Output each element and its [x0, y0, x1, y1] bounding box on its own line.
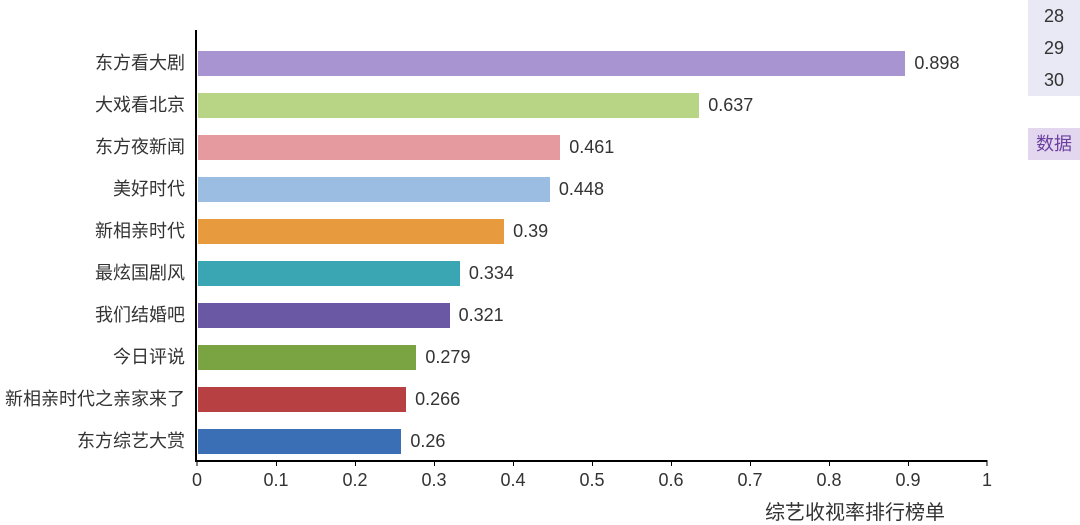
- category-label: 最炫国剧风: [95, 260, 197, 287]
- x-tick: 0.2: [342, 460, 367, 491]
- side-cell[interactable]: 28: [1028, 0, 1080, 32]
- x-tick-label: 0.6: [658, 466, 683, 491]
- bar-value-label: 0.279: [417, 344, 470, 371]
- bar-value-label: 0.266: [407, 386, 460, 413]
- x-tick-label: 0.8: [816, 466, 841, 491]
- x-tick: 0.6: [658, 460, 683, 491]
- x-tick: 0.5: [579, 460, 604, 491]
- bar-row: 0.39新相亲时代: [197, 218, 987, 245]
- bar-row: 0.448美好时代: [197, 176, 987, 203]
- category-label: 东方看大剧: [95, 50, 197, 77]
- x-tick: 0.9: [895, 460, 920, 491]
- x-tick-label: 0.1: [263, 466, 288, 491]
- x-tick: 0.4: [500, 460, 525, 491]
- side-panel: 282930 数据: [1028, 0, 1080, 160]
- bar-row: 0.898东方看大剧: [197, 50, 987, 77]
- x-tick: 0: [192, 460, 202, 491]
- x-tick: 0.8: [816, 460, 841, 491]
- bar: [197, 134, 561, 161]
- bar-value-label: 0.39: [505, 218, 548, 245]
- x-tick-label: 0.7: [737, 466, 762, 491]
- bar: [197, 386, 407, 413]
- bar-value-label: 0.26: [402, 428, 445, 455]
- bar: [197, 92, 700, 119]
- x-tick-label: 0.5: [579, 466, 604, 491]
- bar: [197, 50, 906, 77]
- x-tick-label: 0.4: [500, 466, 525, 491]
- x-axis-title: 综艺收视率排行榜单: [765, 496, 945, 525]
- plot-area: 0.898东方看大剧0.637大戏看北京0.461东方夜新闻0.448美好时代0…: [195, 30, 987, 462]
- bar-value-label: 0.334: [461, 260, 514, 287]
- stage: 0.898东方看大剧0.637大戏看北京0.461东方夜新闻0.448美好时代0…: [0, 0, 1080, 525]
- bar-row: 0.321我们结婚吧: [197, 302, 987, 329]
- x-tick: 0.1: [263, 460, 288, 491]
- bar-row: 0.279今日评说: [197, 344, 987, 371]
- side-cell[interactable]: 29: [1028, 32, 1080, 64]
- x-tick-label: 0.9: [895, 466, 920, 491]
- x-tick-label: 0: [192, 466, 202, 491]
- category-label: 东方综艺大赏: [77, 428, 197, 455]
- x-tick-label: 1: [982, 466, 992, 491]
- category-label: 美好时代: [113, 176, 197, 203]
- bar-row: 0.334最炫国剧风: [197, 260, 987, 287]
- bar-value-label: 0.461: [561, 134, 614, 161]
- bar: [197, 302, 451, 329]
- x-tick-label: 0.2: [342, 466, 367, 491]
- side-cell[interactable]: 30: [1028, 64, 1080, 96]
- x-tick: 0.7: [737, 460, 762, 491]
- side-cell[interactable]: [1028, 96, 1080, 128]
- bar-value-label: 0.448: [551, 176, 604, 203]
- bar-row: 0.637大戏看北京: [197, 92, 987, 119]
- category-label: 新相亲时代之亲家来了: [5, 386, 197, 413]
- category-label: 今日评说: [113, 344, 197, 371]
- chart: 0.898东方看大剧0.637大戏看北京0.461东方夜新闻0.448美好时代0…: [0, 0, 1010, 525]
- x-tick: 0.3: [421, 460, 446, 491]
- x-tick: 1: [982, 460, 992, 491]
- category-label: 新相亲时代: [95, 218, 197, 245]
- bar-value-label: 0.898: [906, 50, 959, 77]
- bar-row: 0.26东方综艺大赏: [197, 428, 987, 455]
- bar: [197, 428, 402, 455]
- bar: [197, 260, 461, 287]
- bar-row: 0.266新相亲时代之亲家来了: [197, 386, 987, 413]
- bar-row: 0.461东方夜新闻: [197, 134, 987, 161]
- bar-value-label: 0.321: [451, 302, 504, 329]
- bar-value-label: 0.637: [700, 92, 753, 119]
- category-label: 我们结婚吧: [95, 302, 197, 329]
- x-tick-label: 0.3: [421, 466, 446, 491]
- bar: [197, 176, 551, 203]
- side-cell[interactable]: 数据: [1028, 128, 1080, 160]
- category-label: 东方夜新闻: [95, 134, 197, 161]
- bar: [197, 218, 505, 245]
- category-label: 大戏看北京: [95, 92, 197, 119]
- bar: [197, 344, 417, 371]
